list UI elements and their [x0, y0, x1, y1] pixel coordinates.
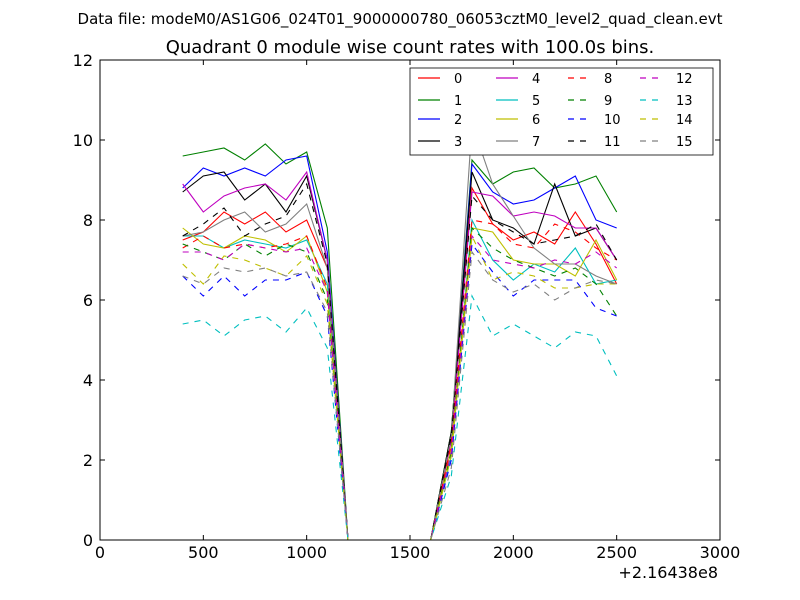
series-line-14	[182, 233, 617, 541]
y-tick-label: 4	[83, 371, 93, 390]
x-tick-label: 2000	[493, 543, 534, 562]
x-tick-label: 500	[188, 543, 219, 562]
y-tick-label: 6	[83, 291, 93, 310]
x-tick-label: 0	[95, 543, 105, 562]
series-line-9	[182, 226, 618, 541]
series-line-8	[182, 219, 617, 541]
series-line-7	[182, 123, 617, 541]
chart-title: Quadrant 0 module wise count rates with …	[166, 37, 655, 58]
x-tick-label: 1500	[390, 543, 431, 562]
legend-box	[409, 67, 714, 156]
legend-label-0: 0	[454, 72, 462, 87]
y-tick-label: 0	[83, 531, 93, 550]
x-tick-label: 1000	[286, 543, 327, 562]
legend-label-9: 9	[604, 94, 612, 109]
series-line-12	[182, 234, 618, 541]
legend-label-7: 7	[532, 135, 540, 150]
series-line-11	[182, 182, 618, 541]
y-tick-label: 2	[83, 451, 93, 470]
series-line-2	[182, 155, 617, 541]
series-line-10	[182, 242, 617, 541]
x-offset-label: +2.16438e8	[618, 563, 718, 582]
x-tick-label: 2500	[596, 543, 637, 562]
plot-lines	[182, 123, 618, 541]
series-line-4	[182, 170, 618, 541]
legend-label-3: 3	[454, 135, 462, 150]
legend-label-10: 10	[604, 113, 621, 128]
x-tick-label: 3000	[700, 543, 741, 562]
legend-label-6: 6	[532, 113, 540, 128]
series-line-5	[182, 218, 617, 541]
legend-label-13: 13	[676, 94, 693, 109]
legend-label-8: 8	[604, 72, 612, 87]
series-line-3	[182, 171, 618, 541]
figure-suptitle: Data file: modeM0/AS1G06_024T01_90000007…	[78, 10, 723, 29]
series-line-1	[182, 143, 618, 541]
legend-label-4: 4	[532, 72, 540, 87]
legend-label-14: 14	[676, 113, 693, 128]
legend-label-15: 15	[676, 135, 693, 150]
legend-label-12: 12	[676, 72, 693, 87]
legend-label-5: 5	[532, 94, 540, 109]
y-tick-label: 12	[73, 51, 93, 70]
legend-label-2: 2	[454, 113, 462, 128]
series-line-15	[182, 250, 617, 541]
series-line-13	[182, 294, 618, 541]
legend-label-11: 11	[604, 135, 621, 150]
y-tick-label: 10	[73, 131, 93, 150]
legend-label-1: 1	[454, 94, 462, 109]
y-tick-label: 8	[83, 211, 93, 230]
